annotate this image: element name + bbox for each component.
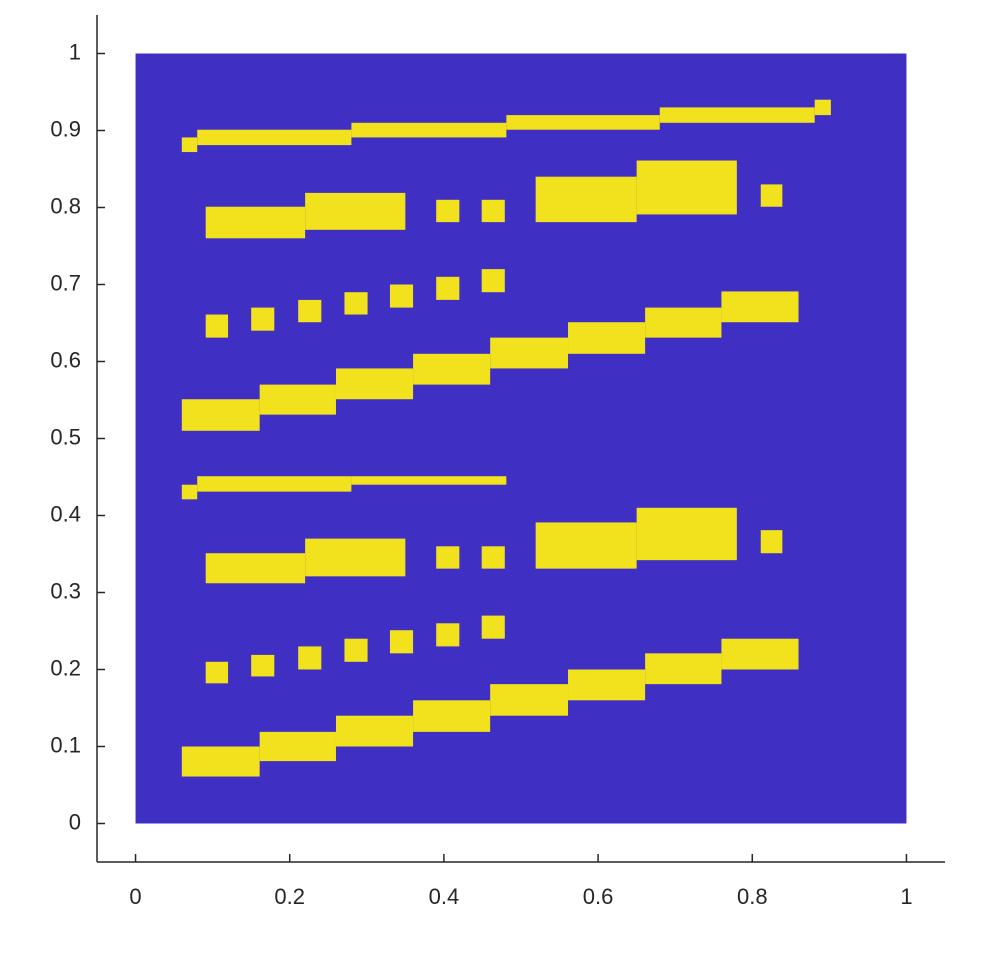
region	[335, 715, 414, 747]
region	[205, 661, 229, 684]
region	[205, 206, 306, 239]
y-tick-label: 1	[69, 39, 81, 64]
x-tick-label: 0.6	[583, 884, 614, 909]
y-tick-label: 0.5	[50, 424, 81, 449]
x-tick-label: 0	[129, 884, 141, 909]
region	[506, 115, 660, 130]
region	[436, 199, 460, 223]
region	[760, 530, 783, 554]
region	[259, 731, 336, 762]
region	[645, 307, 722, 338]
y-tick-label: 0.3	[50, 578, 81, 603]
region	[721, 291, 799, 323]
region	[636, 160, 737, 215]
region	[305, 538, 406, 577]
region	[535, 522, 637, 569]
region	[481, 615, 505, 639]
region	[197, 476, 352, 492]
region	[181, 484, 198, 500]
region	[351, 476, 507, 485]
y-tick-label: 0.9	[50, 116, 81, 141]
region	[490, 337, 569, 369]
region	[645, 653, 722, 685]
region	[251, 307, 275, 331]
region	[205, 314, 229, 338]
region	[436, 546, 460, 569]
region	[251, 654, 275, 677]
region	[298, 299, 322, 323]
region	[760, 184, 783, 207]
y-tick-label: 0.1	[50, 732, 81, 757]
x-tick-label: 0.4	[429, 884, 460, 909]
region	[535, 176, 637, 223]
region	[197, 129, 352, 146]
region	[389, 284, 414, 308]
region	[344, 638, 368, 662]
region	[298, 646, 322, 670]
region	[481, 546, 505, 569]
region	[814, 99, 831, 116]
region	[344, 292, 368, 315]
region	[659, 107, 815, 123]
y-tick-label: 0.8	[50, 193, 81, 218]
x-tick-label: 1	[900, 884, 912, 909]
region	[481, 199, 505, 223]
region	[721, 638, 799, 670]
region	[413, 700, 491, 732]
region	[481, 269, 505, 293]
region	[181, 399, 260, 431]
region	[636, 507, 737, 561]
region	[335, 368, 414, 400]
y-tick-label: 0	[69, 809, 81, 834]
region	[413, 353, 491, 385]
x-tick-label: 0.2	[274, 884, 305, 909]
x-tick-label: 0.8	[737, 884, 768, 909]
region	[436, 623, 460, 647]
y-tick-label: 0.6	[50, 347, 81, 372]
region	[181, 137, 198, 153]
region	[205, 553, 306, 584]
region	[568, 669, 646, 701]
region	[389, 630, 414, 654]
y-tick-label: 0.7	[50, 270, 81, 295]
y-tick-label: 0.2	[50, 655, 81, 680]
region	[490, 684, 569, 716]
region	[436, 276, 460, 300]
region	[351, 122, 507, 138]
region	[568, 322, 646, 354]
region	[259, 384, 336, 415]
region	[305, 192, 406, 230]
region	[181, 746, 260, 777]
y-tick-label: 0.4	[50, 501, 81, 526]
